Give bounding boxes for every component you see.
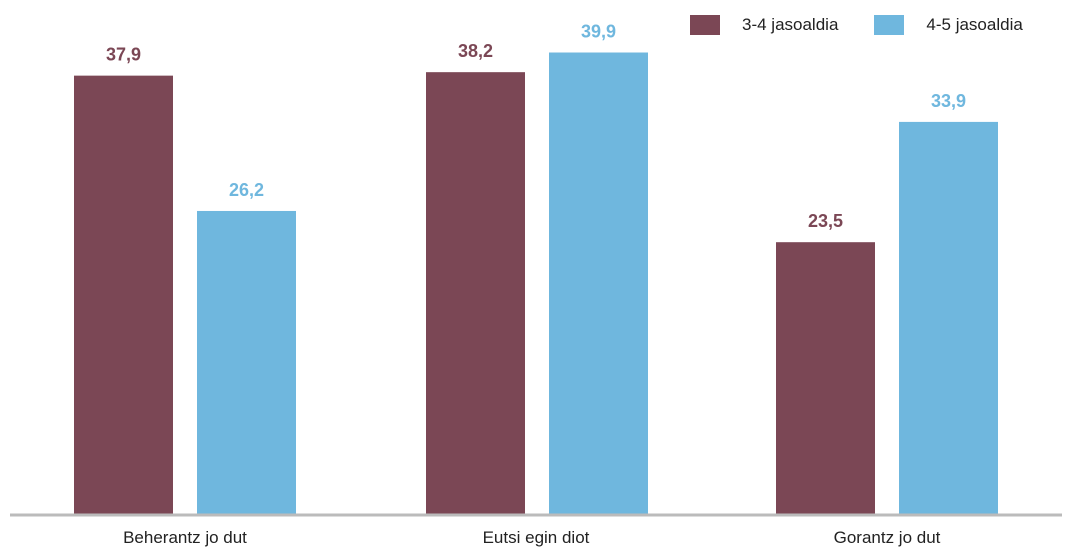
category-label-1: Beherantz jo dut: [123, 528, 247, 547]
legend: 3-4 jasoaldia 4-5 jasoaldia: [690, 15, 1023, 35]
legend-swatch-series-2: [874, 15, 905, 35]
data-label-series-2-2: 39,9: [581, 22, 616, 42]
data-label-series-2-3: 33,9: [931, 91, 966, 111]
data-label-series-1-1: 37,9: [106, 45, 141, 65]
category-label-2: Eutsi egin diot: [483, 528, 590, 547]
bar-series-2-2: [549, 52, 648, 515]
legend-item-series-1: 3-4 jasoaldia: [690, 15, 838, 35]
legend-label-series-1: 3-4 jasoaldia: [742, 15, 839, 34]
bar-series-1-1: [74, 75, 173, 515]
legend-item-series-2: 4-5 jasoaldia: [874, 15, 1023, 35]
data-label-series-1-3: 23,5: [808, 211, 843, 231]
bar-series-2-1: [197, 210, 296, 514]
bar-series-1-3: [776, 242, 875, 515]
legend-label-series-2: 4-5 jasoaldia: [926, 15, 1023, 34]
data-label-series-2-1: 26,2: [229, 180, 264, 200]
bar-series-1-2: [426, 72, 525, 515]
legend-swatch-series-1: [690, 15, 720, 35]
category-label-3: Gorantz jo dut: [834, 528, 941, 547]
bar-series-2-3: [899, 121, 998, 514]
data-label-series-1-2: 38,2: [458, 41, 493, 61]
